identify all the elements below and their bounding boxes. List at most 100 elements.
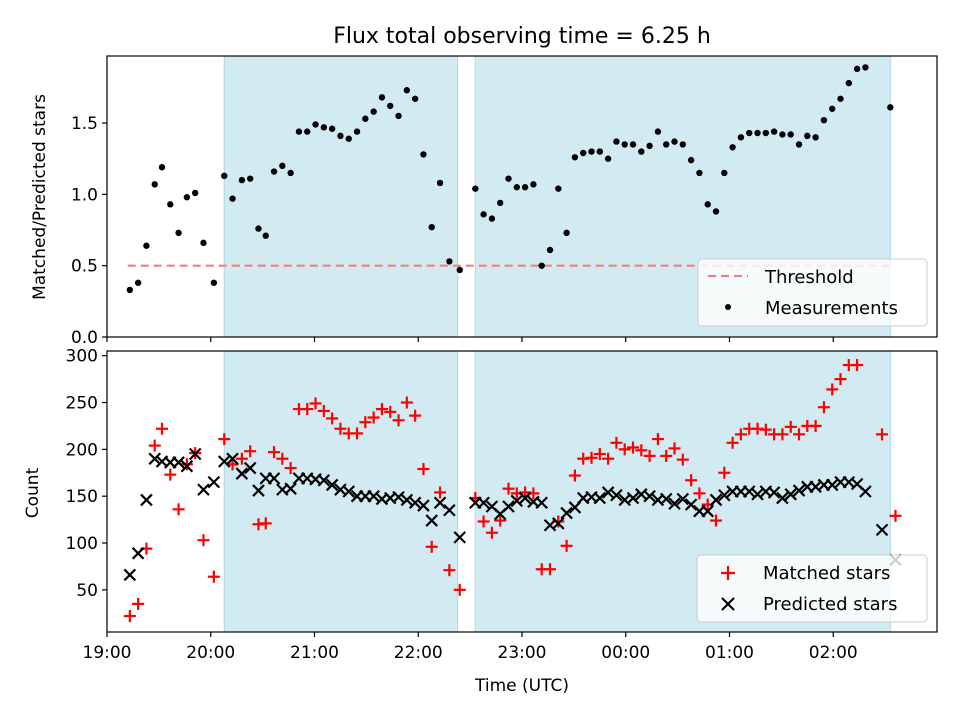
predicted-star-marker [217,455,231,468]
bottom-ylabel: Count [23,467,43,518]
matched-star-marker [660,449,673,462]
measurement-point [238,176,246,184]
predicted-star-marker [400,493,414,507]
matched-star-marker [434,486,447,499]
measurement-point [787,131,794,138]
measurement-point [428,223,435,231]
matched-star-marker [568,469,581,482]
x-tick-label: 21:00 [290,643,339,663]
x-tick-label: 23:00 [498,643,547,663]
predicted-star-marker [859,485,872,498]
y-tick-label: 100 [66,534,98,554]
predicted-star-marker [131,547,145,560]
marker-stroke [659,492,673,506]
matched-star-marker [443,564,456,577]
matched-star-marker [180,458,193,471]
measurement-point [312,121,319,128]
y-tick-label: 50 [76,581,98,601]
y-tick-label: 0.0 [71,328,98,348]
measurement-point [580,149,587,157]
predicted-star-marker [417,499,430,512]
top-panel: 0.0 0.5 1.0 1.5 Matched/Predicted stars Thr… [30,55,938,348]
matched-star-marker [309,397,322,410]
measurement-point [555,185,562,192]
predicted-star-marker [593,491,607,505]
marker-stroke [651,493,665,507]
matched-star-marker [284,462,297,475]
predicted-star-marker [284,482,297,495]
marker-stroke [207,475,221,489]
y-tick-label: 200 [66,440,98,460]
measurement-point [505,175,512,182]
bottom-legend-box [696,554,928,623]
measurement-point [712,208,720,215]
measurement-point [862,64,869,71]
marker-stroke [276,483,289,496]
predicted-star-marker [148,452,162,465]
measurement-point [387,102,394,110]
measurement-point [287,169,294,177]
matched-star-marker [693,487,706,500]
matched-star-marker [876,428,889,441]
matched-star-marker [123,610,136,623]
observing-window [223,55,459,338]
y-tick-label: 300 [66,347,98,367]
measurement-point [175,229,182,237]
predicted-star-marker [243,461,257,475]
marker-stroke [576,491,590,505]
marker-stroke [610,488,623,502]
matched-star-marker [317,404,330,417]
measurement-point [337,132,344,140]
x-tick-label: 00:00 [601,643,650,663]
measurement-point [687,156,695,164]
legend-measurement-swatch [725,304,731,310]
legend-measurements-label: Measurements [765,298,898,319]
matched-star-marker [793,428,806,441]
marker-stroke [784,488,797,501]
marker-stroke [325,478,339,492]
marker-stroke [593,491,607,505]
marker-stroke [718,488,731,502]
matched-star-marker [585,451,598,464]
matched-star-marker [244,445,257,458]
predicted-star-marker [718,488,731,502]
measurement-point [663,141,670,148]
predicted-star-marker [825,478,839,492]
measurement-point [151,181,158,188]
marker-stroke [709,493,723,507]
marker-stroke [543,518,557,532]
matched-star-marker [351,427,364,440]
marker-stroke [443,503,456,517]
marker-stroke [684,498,698,511]
predicted-star-marker [610,488,623,502]
y-tick-label: 250 [66,394,98,414]
matched-star-marker [334,422,347,435]
matched-star-marker [132,597,145,610]
predicted-star-marker [267,472,281,485]
matched-star-marker [477,515,490,528]
measurement-point [804,132,811,140]
matched-star-marker [494,514,507,527]
matched-star-marker [148,439,161,452]
measurement-point [604,155,612,162]
measurement-point [596,148,604,155]
marker-stroke [643,489,656,503]
matched-star-marker [889,509,902,522]
measurement-point [729,144,736,151]
marker-stroke [453,531,467,544]
measurement-point [646,142,653,150]
matched-star-marker [425,540,438,553]
measurement-point [158,164,166,171]
matched-star-marker [643,449,656,462]
marker-stroke [284,482,297,495]
matched-star-marker [685,474,698,487]
matched-star-marker [676,453,689,466]
measurement-point [420,151,427,158]
y-tick-label: 150 [66,487,98,507]
bottom-xlabel: Time (UTC) [474,676,569,696]
measurement-point [488,215,496,222]
predicted-star-marker [226,452,239,465]
marker-stroke [518,491,532,505]
matched-star-marker [627,441,640,454]
matched-star-marker [400,396,413,409]
